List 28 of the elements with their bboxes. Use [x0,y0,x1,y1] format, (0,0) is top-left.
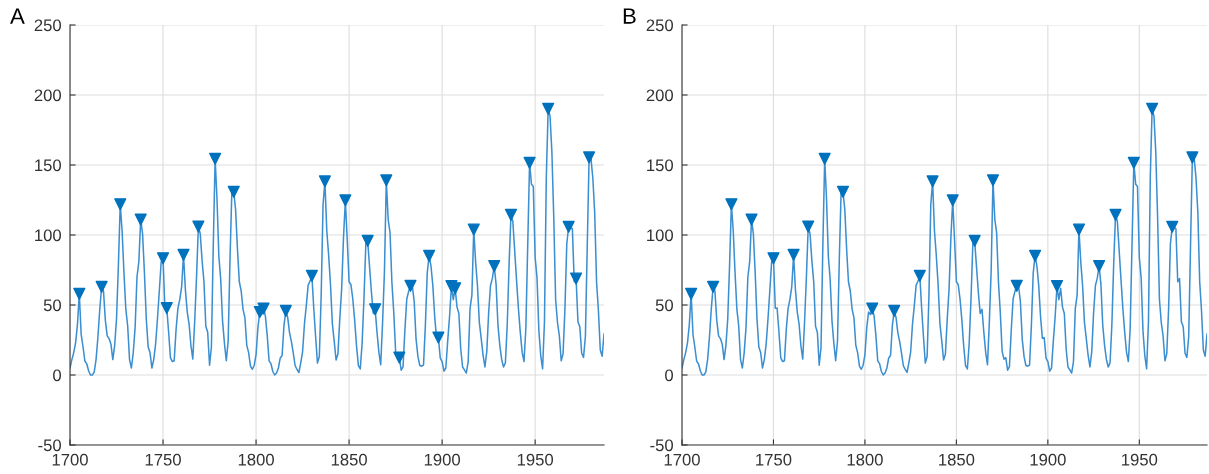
y-tick-label: 250 [646,19,674,32]
chart-title: A [10,8,25,24]
x-tick-label: 1850 [331,453,367,466]
y-tick-label: 50 [655,299,674,312]
y-tick-label: 50 [43,299,62,312]
y-tick-label: -50 [650,439,674,452]
x-tick-label: 1750 [756,453,792,466]
x-tick-label: 1700 [664,453,700,466]
y-tick-label: 200 [646,89,674,102]
x-tick-label: 1900 [1030,453,1066,466]
y-tick-label: 0 [665,369,674,382]
x-tick-label: 1850 [939,453,975,466]
x-tick-label: 1900 [424,453,461,466]
y-tick-label: 200 [34,89,62,102]
y-tick-label: 0 [53,369,62,382]
x-tick-label: 1800 [847,453,883,466]
y-tick-label: 150 [647,159,674,172]
y-tick-label: 150 [35,159,62,172]
y-tick-label: -50 [38,439,62,452]
x-tick-label: 1800 [238,453,274,466]
x-tick-label: 1950 [1122,453,1158,466]
x-tick-label: 1700 [52,453,88,466]
y-tick-label: 250 [34,19,62,32]
x-tick-label: 1950 [517,453,554,466]
chart-title: B [623,8,636,24]
y-tick-label: 100 [35,229,62,242]
x-tick-label: 1750 [145,453,181,466]
y-tick-label: 100 [647,229,674,242]
